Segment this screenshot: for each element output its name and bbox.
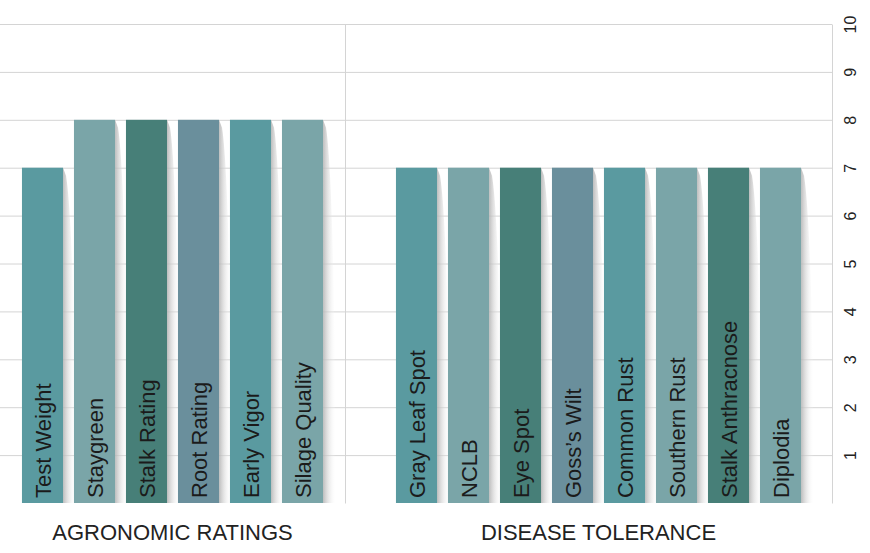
bar: [604, 168, 645, 503]
y-axis: 1 2 3 4 5 6 7 8 9 10: [345, 16, 859, 504]
y-tick-label: 7: [842, 164, 859, 173]
bar: [178, 120, 219, 503]
bar-shadow: [323, 120, 336, 503]
bar: [448, 168, 489, 503]
y-tick: 10: [345, 16, 859, 34]
y-axis: [0, 25, 346, 504]
category-label: Test Weight: [31, 383, 56, 498]
bar: [396, 168, 437, 503]
category-label: Silage Quality: [291, 362, 316, 498]
category-label: Gray Leaf Spot: [405, 350, 430, 498]
grid-line: [0, 24, 345, 25]
bar: [552, 168, 593, 503]
grid-line: [0, 72, 345, 73]
plot-area: [396, 168, 814, 503]
y-tick: 8: [345, 116, 859, 125]
grid-line: [345, 72, 832, 73]
chart-group: 1 2 3 4 5 6 7 8 9 10 Gray Leaf Spot NCLB Eye Spot Gos…: [345, 16, 859, 546]
chart-group: Test Weight Staygreen Stalk Rating Root Rat…: [0, 25, 346, 546]
bar: [126, 120, 167, 503]
y-tick-label: 2: [842, 403, 859, 412]
y-tick-label: 5: [842, 259, 859, 268]
category-label: Common Rust: [613, 357, 638, 498]
category-label: Stalk Anthracnose: [717, 321, 742, 498]
category-label: Eye Spot: [509, 409, 534, 498]
plot-area: [22, 120, 336, 503]
chart-svg: Test Weight Staygreen Stalk Rating Root Rat…: [0, 0, 870, 553]
group-title: DISEASE TOLERANCE: [481, 520, 716, 545]
y-tick-label: 9: [842, 68, 859, 77]
category-label: Staygreen: [83, 398, 108, 498]
y-tick-label: 8: [842, 116, 859, 125]
category-label: Southern Rust: [665, 357, 690, 498]
bar: [760, 168, 801, 503]
category-label: Root Rating: [187, 382, 212, 498]
bar: [22, 168, 63, 503]
y-tick: [0, 72, 345, 73]
y-axis-line: [832, 25, 833, 504]
chart-container: Test Weight Staygreen Stalk Rating Root Rat…: [0, 0, 870, 553]
y-tick-label: 4: [842, 307, 859, 316]
bar: [656, 168, 697, 503]
bar: [74, 120, 115, 503]
category-label: Stalk Rating: [135, 379, 160, 498]
y-tick-label: 6: [842, 212, 859, 221]
bar: [708, 168, 749, 503]
bar: [282, 120, 323, 503]
bar-shadow: [801, 168, 814, 503]
bar: [500, 168, 541, 503]
y-tick-label: 3: [842, 355, 859, 364]
y-tick: 9: [345, 68, 859, 77]
y-tick-label: 10: [842, 16, 859, 34]
grid-line: [345, 120, 832, 121]
y-tick: [0, 24, 345, 25]
category-label: Diplodia: [769, 418, 794, 498]
category-label: Goss’s Wilt: [561, 388, 586, 498]
bar: [230, 120, 271, 503]
y-tick-label: 1: [842, 451, 859, 460]
category-label: NCLB: [457, 439, 482, 498]
category-label: Early Vigor: [239, 391, 264, 498]
grid-line: [345, 24, 832, 25]
group-title: AGRONOMIC RATINGS: [52, 520, 292, 545]
